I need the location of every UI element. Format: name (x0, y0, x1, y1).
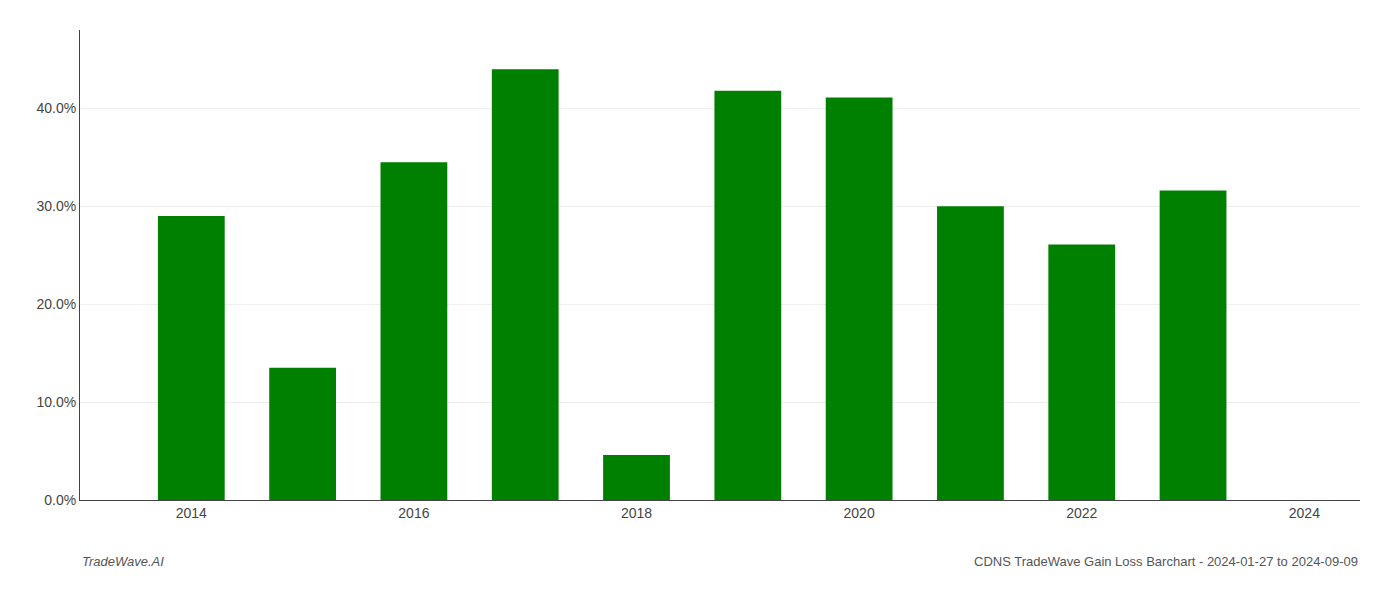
svg-text:30.0%: 30.0% (36, 198, 76, 214)
svg-text:20.0%: 20.0% (36, 296, 76, 312)
svg-text:2014: 2014 (176, 505, 207, 521)
svg-text:2018: 2018 (621, 505, 652, 521)
svg-text:2020: 2020 (844, 505, 875, 521)
svg-text:10.0%: 10.0% (36, 394, 76, 410)
svg-text:2024: 2024 (1289, 505, 1320, 521)
svg-text:40.0%: 40.0% (36, 100, 76, 116)
svg-text:CDNS TradeWave Gain Loss Barch: CDNS TradeWave Gain Loss Barchart - 2024… (974, 554, 1358, 569)
svg-text:2022: 2022 (1066, 505, 1097, 521)
svg-text:2016: 2016 (398, 505, 429, 521)
svg-text:TradeWave.AI: TradeWave.AI (82, 554, 164, 569)
svg-text:0.0%: 0.0% (44, 492, 76, 508)
